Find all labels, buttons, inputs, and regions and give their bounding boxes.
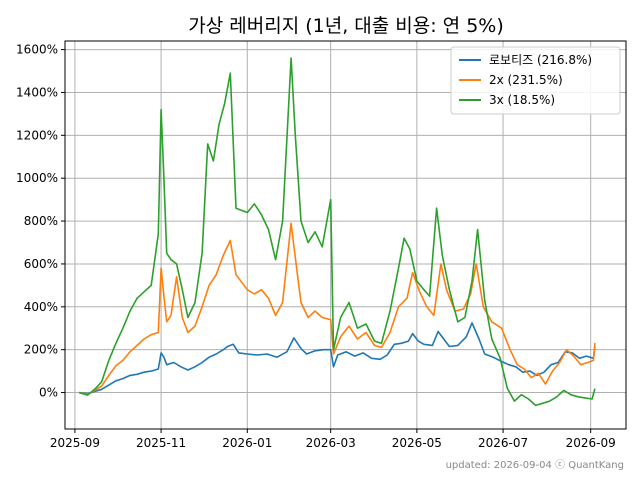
- y-tick-label: 1000%: [16, 171, 58, 185]
- series-layer: [78, 57, 596, 407]
- y-axis: 0% 200% 400% 600% 800% 1000% 1200% 1400% 1600%: [16, 43, 65, 400]
- chart-title: 가상 레버리지 (1년, 대출 비용: 연 5%): [188, 15, 504, 37]
- legend-box: [450, 46, 621, 115]
- legend: 로보티즈 (216.8%) 2x (231.5%) 3x (18.5%): [450, 46, 621, 115]
- x-tick-label: 2026-07: [478, 436, 528, 450]
- x-tick-label: 2026-05: [392, 436, 442, 450]
- x-axis: 2025-09 2025-11 2026-01 2026-03 2026-05 2026-…: [50, 429, 616, 450]
- legend-label-2: 2x (231.5%): [489, 73, 563, 87]
- series-line-3: [78, 57, 596, 407]
- y-tick-label: 1600%: [16, 43, 58, 57]
- y-tick-label: 1200%: [16, 128, 58, 142]
- x-tick-label: 2026-01: [222, 436, 272, 450]
- y-tick-label: 200%: [24, 343, 58, 357]
- x-tick-label: 2026-09: [566, 436, 616, 450]
- series-line-1: [79, 322, 596, 395]
- x-tick-label: 2025-11: [136, 436, 186, 450]
- y-tick-label: 1400%: [16, 85, 58, 99]
- legend-label-3: 3x (18.5%): [489, 93, 555, 107]
- plot-frame: [64, 40, 627, 430]
- legend-label-1: 로보티즈 (216.8%): [489, 53, 592, 67]
- x-tick-label: 2025-09: [50, 436, 100, 450]
- credit-text: updated: 2026-09-04 ⓒ QuantKang: [446, 459, 624, 471]
- y-tick-label: 600%: [24, 257, 58, 271]
- y-tick-label: 400%: [24, 300, 58, 314]
- y-tick-label: 0%: [39, 386, 58, 400]
- series-line-2: [78, 222, 596, 396]
- y-tick-label: 800%: [24, 214, 58, 228]
- x-tick-label: 2026-03: [306, 436, 356, 450]
